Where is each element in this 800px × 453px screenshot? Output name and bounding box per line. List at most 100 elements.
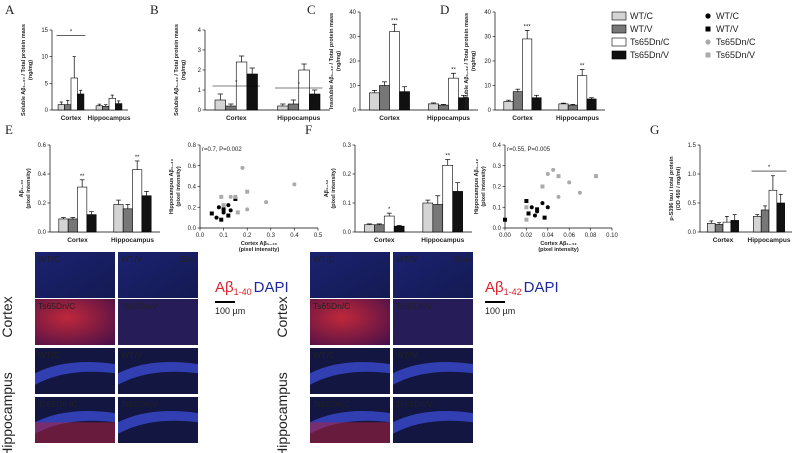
bar — [714, 224, 724, 233]
point — [551, 167, 556, 172]
y-tick-label: 0 — [488, 108, 492, 114]
point — [524, 199, 529, 204]
x-tick-label: 0.06 — [563, 233, 575, 239]
legend-label: Ts65Dn/V — [630, 50, 669, 60]
bar — [115, 103, 123, 111]
y-axis-label: Hippocampus Aβ₁₋₄₀ — [169, 158, 175, 214]
dapi-band — [393, 362, 473, 385]
tile-label: WT/C — [313, 350, 335, 360]
significance: ** — [580, 64, 585, 70]
bar — [432, 204, 444, 233]
x-tick-label: Cortex — [512, 115, 533, 122]
bar — [393, 225, 405, 233]
x-tick-label: Cortex — [226, 115, 247, 122]
y-tick-label: 0 — [198, 108, 202, 114]
point — [216, 205, 221, 210]
bar — [531, 97, 542, 111]
row-label: Cortex — [0, 296, 15, 337]
bar — [399, 91, 410, 111]
legend-marker — [705, 39, 711, 45]
dapi-band — [118, 411, 198, 434]
point — [233, 196, 238, 201]
y-axis-label: Aβ₁₋₄₂ — [324, 179, 330, 197]
x-tick-label: Hippocampus — [111, 237, 154, 244]
point — [503, 217, 507, 222]
x-tick-label: Hippocampus — [427, 115, 470, 122]
y-tick-label: 0.3 — [493, 164, 502, 170]
bar — [77, 93, 85, 111]
x-tick-label: Hippocampus — [277, 115, 320, 122]
y-tick-label: 0.4 — [188, 185, 197, 191]
x-axis-label: (pixel intensity) — [538, 247, 579, 253]
bar — [567, 104, 578, 111]
bar — [379, 85, 390, 111]
bar — [57, 104, 65, 111]
point — [545, 172, 550, 177]
y-tick-label: 0.3 — [343, 143, 352, 149]
x-tick-label: 0.4 — [290, 233, 299, 239]
point — [593, 174, 598, 179]
x-tick-label: 0.02 — [521, 233, 533, 239]
y-tick-label: 10 — [41, 55, 48, 61]
y-axis-label: (ng/mg) — [28, 60, 34, 80]
x-axis-label: Cortex Aβ₁₋₄₀ — [241, 241, 278, 247]
x-axis-label: (pixel intensity) — [239, 247, 280, 253]
panel-label: E — [5, 122, 13, 137]
tile-label: Ts65Dn /C — [38, 399, 78, 409]
y-tick-label: 0.4 — [493, 143, 502, 149]
bar — [102, 105, 110, 111]
y-tick-label: 2 — [198, 68, 202, 74]
y-axis-label: (pixel intensity) — [331, 168, 337, 209]
point — [542, 215, 547, 220]
bar — [512, 91, 523, 111]
bar — [64, 104, 72, 111]
y-tick-label: 40 — [484, 10, 491, 16]
y-tick-label: 0.0 — [188, 226, 197, 232]
y-axis-label: Insoluble Aβ₁₋₄₀ / Total protein mass — [329, 13, 335, 109]
y-tick-label: 0.2 — [493, 185, 502, 191]
point — [245, 207, 250, 212]
tile-label: WT/C — [38, 350, 60, 360]
y-axis-label: Aβ₁₋₄₀ — [19, 179, 25, 197]
point — [545, 205, 550, 210]
y-tick-label: 20 — [484, 59, 491, 65]
y-tick-label: 0 — [45, 108, 49, 114]
bar — [522, 38, 533, 111]
stat-annotation: r=0.55, P=0.005 — [507, 147, 551, 153]
bar — [113, 204, 124, 233]
point — [532, 213, 537, 218]
y-axis-label: (pixel intensity) — [176, 166, 182, 207]
point — [228, 194, 233, 199]
y-tick-label: 0.0 — [38, 230, 47, 236]
y-axis-label: Hippocampus Aβ₁₋₄₂ — [474, 158, 480, 214]
stain-sub: 1-42 — [504, 287, 522, 297]
bar — [122, 208, 133, 233]
x-tick-label: Cortex — [67, 237, 88, 244]
y-tick-label: 30 — [484, 35, 491, 41]
tile-label: WT/V — [396, 350, 418, 360]
y-tick-label: 0.2 — [343, 172, 352, 178]
bar — [225, 105, 237, 111]
tile-label: Ts65Dn/V — [396, 399, 433, 409]
bar — [428, 103, 439, 111]
x-tick-label: Cortex — [713, 237, 734, 244]
point — [524, 217, 529, 222]
dapi-band — [310, 411, 390, 434]
x-tick-label: 0.04 — [542, 233, 554, 239]
bracket-label: * — [768, 165, 771, 171]
y-tick-label: 0.8 — [188, 143, 197, 149]
dapi-band — [35, 411, 115, 434]
tile-label: WT/C — [38, 254, 60, 264]
bracket-label: * — [298, 82, 301, 88]
bar — [503, 101, 514, 111]
tile-label: WT/V — [121, 350, 143, 360]
point — [264, 200, 269, 205]
bar — [246, 73, 258, 111]
micrograph-tile — [393, 252, 473, 298]
x-axis-label: Cortex Aβ₁₋₄₂ — [540, 241, 577, 247]
point — [226, 203, 231, 208]
bar — [438, 104, 449, 111]
x-tick-label: 0.1 — [219, 233, 228, 239]
y-tick-label: 3 — [198, 48, 202, 54]
